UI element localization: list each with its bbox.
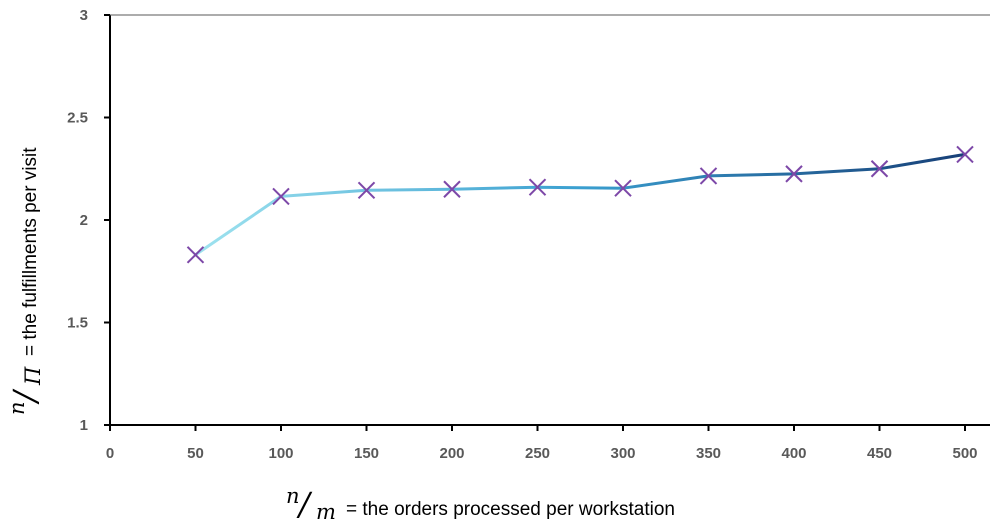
data-point-marker [785, 165, 803, 183]
series-line [194, 152, 967, 257]
data-point-marker [186, 246, 205, 264]
y-tick-label: 3 [80, 7, 88, 24]
y-tick-label: 2 [80, 212, 88, 229]
x-tick-label: 350 [696, 445, 721, 462]
y-ticks: 1 1.5 2 2.5 3 [67, 7, 110, 434]
x-tick-label: 100 [268, 445, 293, 462]
x-ticks: 0 50 100 150 200 250 300 350 400 450 500 [106, 425, 978, 462]
y-axis-label: n / Π = the fulfillments per visit [5, 147, 45, 415]
x-tick-label: 200 [439, 445, 464, 462]
y-label-text: = the fulfillments per visit [20, 147, 41, 356]
plot-area: 1 1.5 2 2.5 3 0 50 100 150 200 250 300 350 400 450 500 [67, 7, 990, 462]
x-tick-label: 450 [867, 445, 892, 462]
x-label-slash: / [296, 485, 313, 523]
x-tick-label: 500 [952, 445, 977, 462]
y-label-slash: / [6, 388, 44, 405]
x-label-denominator: m [316, 500, 336, 524]
data-point-marker [443, 180, 461, 198]
y-label-denominator: Π [21, 366, 45, 386]
data-point-marker [614, 179, 632, 197]
x-tick-label: 150 [354, 445, 379, 462]
x-tick-label: 0 [106, 445, 114, 462]
y-tick-label: 1.5 [67, 315, 88, 332]
series-group [186, 145, 974, 264]
x-tick-label: 50 [187, 445, 204, 462]
x-label-numerator: n [286, 484, 300, 508]
x-label-text: = the orders processed per workstation [346, 499, 675, 520]
y-tick-label: 2.5 [67, 110, 88, 127]
data-point-marker [272, 187, 290, 206]
x-tick-label: 250 [525, 445, 550, 462]
x-axis-label: n / m = the orders processed per worksta… [286, 484, 675, 524]
data-point-marker [956, 145, 974, 164]
data-point-marker [357, 181, 376, 199]
x-tick-label: 300 [610, 445, 635, 462]
data-point-marker [699, 167, 718, 185]
data-point-marker [528, 178, 547, 196]
x-tick-label: 400 [781, 445, 806, 462]
y-tick-label: 1 [80, 417, 88, 434]
data-point-marker [870, 160, 889, 178]
y-label-numerator: n [5, 401, 29, 415]
